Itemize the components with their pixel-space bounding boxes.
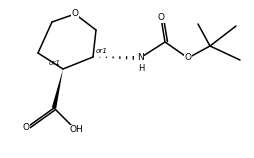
Text: O: O — [23, 124, 29, 133]
Polygon shape — [52, 69, 63, 109]
Text: O: O — [157, 13, 165, 22]
Text: H: H — [138, 64, 144, 73]
Text: O: O — [184, 54, 192, 63]
Text: or1: or1 — [49, 60, 61, 66]
Text: N: N — [137, 54, 143, 63]
Text: OH: OH — [69, 125, 83, 134]
Text: O: O — [71, 9, 78, 18]
Text: or1: or1 — [96, 48, 108, 54]
